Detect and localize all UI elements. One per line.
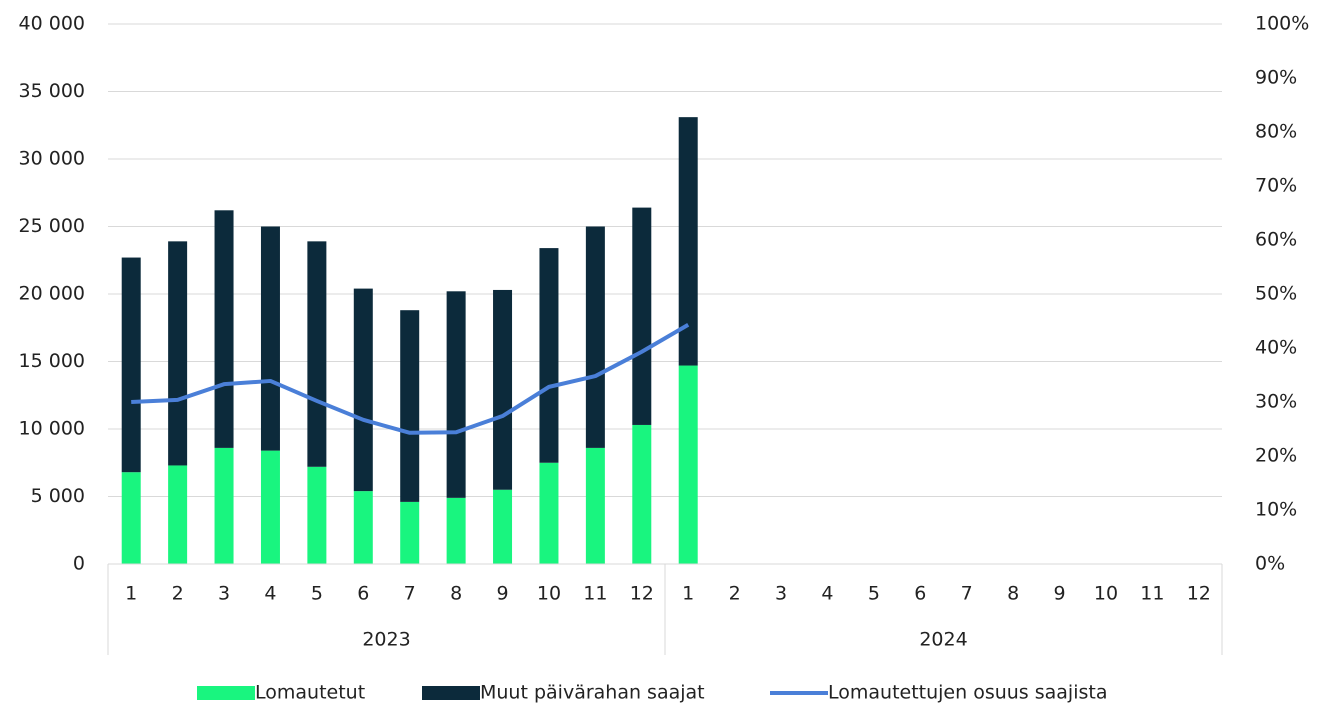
bar — [353, 491, 373, 564]
x-tick-label: 7 — [404, 583, 416, 605]
bar — [678, 117, 698, 366]
bar — [493, 489, 513, 564]
y2-tick-label: 40% — [1255, 337, 1297, 359]
bar — [168, 465, 188, 564]
x-tick-label: 10 — [537, 583, 561, 605]
y-tick-label: 30 000 — [19, 148, 85, 170]
bar — [214, 447, 234, 564]
x-tick-label: 8 — [450, 583, 462, 605]
y-tick-label: 35 000 — [19, 80, 85, 102]
bar — [307, 241, 327, 467]
bar — [121, 472, 141, 564]
x-tick-label: 10 — [1094, 583, 1118, 605]
x-tick-label: 2 — [729, 583, 741, 605]
y2-tick-label: 50% — [1255, 283, 1297, 305]
y-tick-label: 20 000 — [19, 283, 85, 305]
bar — [353, 288, 373, 492]
x-tick-label: 5 — [868, 583, 880, 605]
bar — [168, 241, 188, 466]
x-tick-label: 9 — [496, 583, 508, 605]
bar — [446, 291, 466, 498]
x-tick-label: 3 — [775, 583, 787, 605]
bar — [539, 462, 559, 564]
x-tick-label: 4 — [264, 583, 276, 605]
x-tick-label: 1 — [125, 583, 137, 605]
bar — [585, 226, 605, 448]
y2-tick-label: 20% — [1255, 445, 1297, 467]
x-tick-label: 3 — [218, 583, 230, 605]
bar — [307, 466, 327, 564]
x-tick-label: 8 — [1007, 583, 1019, 605]
bar — [632, 424, 652, 564]
legend-label: Lomautetut — [255, 682, 365, 704]
group-label: 2023 — [362, 629, 410, 651]
y2-tick-label: 80% — [1255, 121, 1297, 143]
y-tick-label: 10 000 — [19, 418, 85, 440]
bar — [400, 501, 420, 564]
y-tick-label: 40 000 — [19, 13, 85, 35]
x-tick-label: 5 — [311, 583, 323, 605]
y2-tick-label: 0% — [1255, 553, 1285, 575]
x-tick-label: 1 — [682, 583, 694, 605]
x-tick-label: 12 — [1187, 583, 1211, 605]
bar — [539, 248, 559, 463]
y2-tick-label: 100% — [1255, 13, 1309, 35]
x-tick-label: 11 — [583, 583, 607, 605]
bar — [260, 226, 280, 451]
y2-tick-label: 60% — [1255, 229, 1297, 251]
x-tick-label: 7 — [961, 583, 973, 605]
y2-tick-label: 70% — [1255, 175, 1297, 197]
y-tick-label: 15 000 — [19, 350, 85, 372]
y-tick-label: 5 000 — [31, 485, 85, 507]
x-tick-label: 4 — [821, 583, 833, 605]
x-tick-label: 6 — [914, 583, 926, 605]
bar — [493, 289, 513, 490]
bar — [446, 497, 466, 564]
bar — [214, 210, 234, 448]
y2-tick-label: 10% — [1255, 499, 1297, 521]
legend-label: Muut päivärahan saajat — [480, 682, 705, 704]
x-tick-label: 2 — [172, 583, 184, 605]
group-label: 2024 — [919, 629, 967, 651]
legend-label: Lomautettujen osuus saajista — [828, 682, 1107, 704]
y-tick-label: 25 000 — [19, 215, 85, 237]
bar — [121, 257, 141, 473]
x-tick-label: 11 — [1140, 583, 1164, 605]
bar — [585, 447, 605, 564]
y-tick-label: 0 — [73, 553, 85, 575]
line — [131, 323, 690, 435]
bar — [400, 310, 420, 502]
y2-tick-label: 90% — [1255, 67, 1297, 89]
x-tick-label: 9 — [1053, 583, 1065, 605]
legend-swatch — [197, 686, 255, 700]
x-tick-label: 12 — [630, 583, 654, 605]
bar — [260, 450, 280, 564]
legend-swatch — [422, 686, 480, 700]
bar — [678, 365, 698, 564]
y2-tick-label: 30% — [1255, 391, 1297, 413]
x-tick-label: 6 — [357, 583, 369, 605]
bar — [632, 207, 652, 425]
